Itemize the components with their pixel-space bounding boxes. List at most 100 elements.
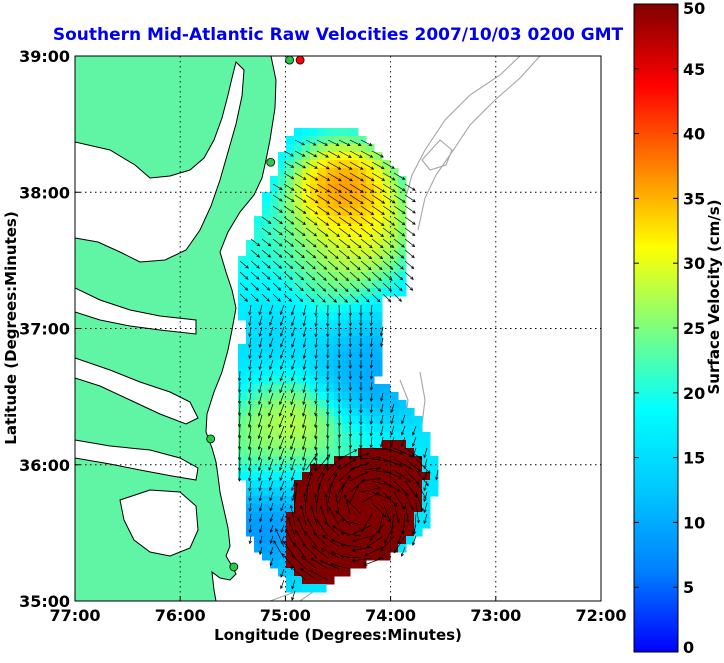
velocity-cell [270,400,279,409]
velocity-vector [316,271,327,281]
velocity-vector [268,447,274,461]
velocity-vector [327,482,333,504]
velocity-cell [366,400,375,409]
velocity-cell [302,376,311,385]
velocity-cell [318,128,327,137]
velocity-vector [337,326,341,338]
velocity-cell [262,368,271,377]
velocity-cell [270,352,279,361]
velocity-cell [310,208,319,217]
velocity-vector [314,381,318,393]
velocity-cell [334,128,343,137]
velocity-cell [326,216,335,225]
velocity-cell [390,528,399,537]
velocity-cell [358,144,367,153]
velocity-vector [393,502,400,524]
velocity-cell [294,384,303,393]
velocity-vector [371,282,382,292]
velocity-vector [294,205,307,214]
velocity-cell [286,272,295,281]
velocity-cell [334,544,343,553]
velocity-cell [318,304,327,313]
velocity-vector [319,505,329,526]
velocity-vector [279,304,285,316]
velocity-vector [294,238,306,248]
velocity-vector [326,337,330,349]
velocity-vector [327,216,341,227]
velocity-cell [374,176,383,185]
velocity-cell [342,328,351,337]
velocity-cell [390,520,399,529]
velocity-cell [422,456,431,465]
velocity-cell [430,456,439,465]
velocity-cell [350,168,359,177]
velocity-cell [310,360,319,369]
velocity-vector [294,271,305,281]
velocity-vector [360,282,371,292]
velocity-cell [374,208,383,217]
velocity-vectors [237,139,439,601]
velocity-vector [283,172,295,180]
velocity-cell [366,432,375,441]
velocity-cell [262,536,271,545]
velocity-cell [358,424,367,433]
velocity-cell [326,432,335,441]
velocity-cell [270,312,279,321]
velocity-vector [294,216,307,225]
velocity-cell [358,288,367,297]
velocity-cell [334,560,343,569]
velocity-vector [294,260,305,270]
velocity-cell [294,584,303,593]
velocity-cell [270,328,279,337]
velocity-cell [326,480,335,489]
velocity-vector [400,436,406,448]
velocity-vector [349,260,361,271]
velocity-cell [286,552,295,561]
velocity-cell [278,248,287,257]
velocity-cell [326,408,335,417]
velocity-vector [377,513,384,535]
velocity-cell [254,544,263,553]
velocity-vector [337,359,341,370]
colorbar-tick-label: 0 [683,638,694,657]
velocity-vector [348,381,352,392]
velocity-cell [374,336,383,345]
velocity-vector [326,458,330,472]
velocity-vector [258,359,263,371]
velocity-cell [294,360,303,369]
velocity-cell [326,272,335,281]
velocity-vector [259,535,263,545]
velocity-cell [326,152,335,161]
velocity-cell [302,240,311,249]
velocity-cell [294,480,303,489]
velocity-cell [414,416,423,425]
velocity-cell [294,232,303,241]
velocity-cell [270,536,279,545]
velocity-vector [327,271,338,282]
velocity-vector [290,469,296,482]
velocity-cell [286,392,295,401]
velocity-cell [366,376,375,385]
velocity-vector [327,249,339,259]
velocity-vector [351,535,373,543]
velocity-vector [278,414,285,429]
y-tick-label: 36:00 [19,456,70,475]
velocity-cell [302,424,311,433]
velocity-cell [246,272,255,281]
velocity-cell [390,216,399,225]
velocity-cell [262,456,271,465]
velocity-cell [326,288,335,297]
velocity-vector [272,205,283,213]
velocity-cell [358,496,367,505]
velocity-cell [334,512,343,521]
velocity-vector [316,183,331,193]
velocity-vector [248,337,252,349]
velocity-cell [350,136,359,145]
velocity-cell [390,504,399,513]
velocity-cell [294,432,303,441]
velocity-cell [358,504,367,513]
velocity-cell [278,392,287,401]
velocity-cell [350,312,359,321]
velocity-cell [398,176,407,185]
velocity-cell [406,424,415,433]
